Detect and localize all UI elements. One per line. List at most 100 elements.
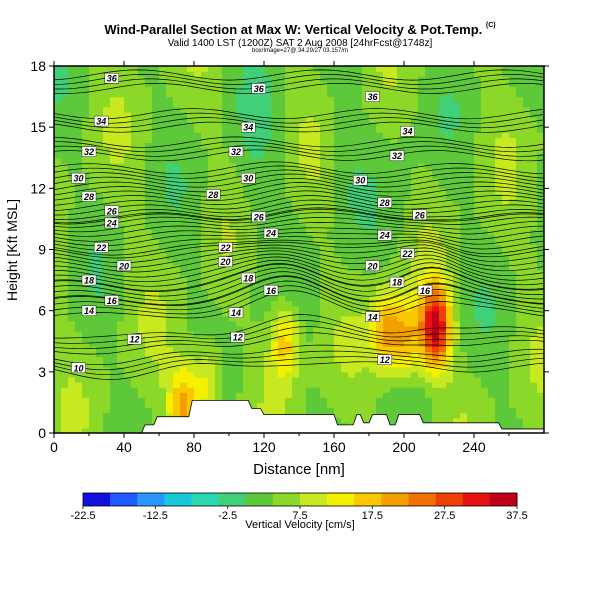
velocity-cell bbox=[404, 336, 412, 342]
velocity-cell bbox=[117, 366, 125, 373]
velocity-cell bbox=[89, 382, 97, 388]
velocity-cell bbox=[481, 280, 489, 286]
velocity-cell bbox=[103, 392, 111, 398]
velocity-cell bbox=[124, 361, 132, 368]
velocity-cell bbox=[54, 157, 62, 164]
velocity-cell bbox=[180, 346, 188, 353]
velocity-cell bbox=[306, 127, 314, 133]
velocity-cell bbox=[523, 325, 531, 332]
velocity-cell bbox=[341, 295, 349, 302]
velocity-cell bbox=[166, 193, 174, 200]
velocity-cell bbox=[145, 106, 153, 113]
velocity-cell bbox=[390, 86, 398, 93]
velocity-cell bbox=[397, 81, 405, 87]
velocity-cell bbox=[313, 229, 321, 235]
velocity-cell bbox=[103, 285, 111, 291]
velocity-cell bbox=[180, 147, 188, 154]
velocity-cell bbox=[201, 269, 209, 276]
velocity-cell bbox=[460, 157, 468, 164]
velocity-cell bbox=[103, 132, 111, 138]
velocity-cell bbox=[418, 356, 426, 363]
velocity-cell bbox=[425, 387, 433, 393]
velocity-cell bbox=[320, 361, 328, 368]
velocity-cell bbox=[201, 71, 209, 77]
velocity-cell bbox=[75, 295, 83, 302]
velocity-cell bbox=[68, 234, 76, 240]
velocity-cell bbox=[264, 407, 272, 414]
velocity-cell bbox=[488, 315, 496, 322]
velocity-cell bbox=[460, 198, 468, 205]
velocity-cell bbox=[271, 254, 279, 261]
velocity-cell bbox=[348, 193, 356, 200]
velocity-cell bbox=[68, 249, 76, 256]
velocity-cell bbox=[131, 249, 139, 256]
velocity-cell bbox=[229, 224, 237, 230]
velocity-cell bbox=[152, 331, 160, 337]
velocity-cell bbox=[355, 315, 363, 322]
velocity-cell bbox=[264, 167, 272, 174]
velocity-cell bbox=[355, 234, 363, 240]
velocity-cell bbox=[68, 188, 76, 195]
velocity-cell bbox=[320, 315, 328, 322]
velocity-cell bbox=[355, 295, 363, 302]
velocity-cell bbox=[159, 122, 167, 128]
velocity-cell bbox=[201, 167, 209, 174]
velocity-cell bbox=[313, 198, 321, 205]
velocity-cell bbox=[236, 234, 244, 240]
velocity-cell bbox=[502, 106, 510, 113]
velocity-cell bbox=[285, 376, 293, 383]
velocity-cell bbox=[54, 249, 62, 256]
velocity-cell bbox=[509, 81, 517, 87]
velocity-cell bbox=[194, 336, 202, 342]
velocity-cell bbox=[488, 402, 496, 409]
velocity-cell bbox=[159, 229, 167, 235]
velocity-cell bbox=[446, 91, 454, 98]
velocity-cell bbox=[320, 259, 328, 266]
velocity-cell bbox=[453, 244, 461, 251]
velocity-cell bbox=[341, 315, 349, 322]
velocity-cell bbox=[425, 178, 433, 184]
velocity-cell bbox=[264, 361, 272, 368]
velocity-cell bbox=[341, 310, 349, 317]
velocity-cell bbox=[124, 198, 132, 205]
velocity-cell bbox=[243, 336, 251, 342]
velocity-cell bbox=[145, 86, 153, 93]
velocity-cell bbox=[96, 66, 104, 72]
velocity-cell bbox=[411, 142, 419, 149]
velocity-cell bbox=[320, 356, 328, 363]
velocity-cell bbox=[320, 96, 328, 103]
velocity-cell bbox=[341, 325, 349, 332]
velocity-cell bbox=[68, 91, 76, 98]
velocity-cell bbox=[446, 188, 454, 195]
velocity-cell bbox=[460, 122, 468, 128]
velocity-cell bbox=[271, 198, 279, 205]
velocity-cell bbox=[229, 376, 237, 383]
velocity-cell bbox=[138, 193, 146, 200]
velocity-cell bbox=[124, 122, 132, 128]
velocity-cell bbox=[194, 218, 202, 225]
velocity-cell bbox=[432, 412, 440, 419]
velocity-cell bbox=[369, 331, 377, 337]
velocity-cell bbox=[103, 382, 111, 388]
velocity-cell bbox=[229, 295, 237, 302]
velocity-cell bbox=[341, 229, 349, 235]
velocity-cell bbox=[264, 346, 272, 353]
velocity-cell bbox=[383, 249, 391, 256]
velocity-cell bbox=[439, 269, 447, 276]
velocity-cell bbox=[390, 417, 398, 424]
velocity-cell bbox=[138, 422, 146, 429]
velocity-cell bbox=[222, 346, 230, 353]
velocity-cell bbox=[341, 239, 349, 246]
velocity-cell bbox=[229, 122, 237, 128]
velocity-cell bbox=[278, 325, 286, 332]
velocity-cell bbox=[138, 167, 146, 174]
velocity-cell bbox=[495, 244, 503, 251]
velocity-cell bbox=[236, 178, 244, 184]
velocity-cell bbox=[68, 66, 76, 72]
velocity-cell bbox=[383, 188, 391, 195]
velocity-cell bbox=[117, 81, 125, 87]
velocity-cell bbox=[299, 371, 307, 378]
velocity-cell bbox=[362, 280, 370, 286]
velocity-cell bbox=[481, 382, 489, 388]
velocity-cell bbox=[334, 101, 342, 108]
